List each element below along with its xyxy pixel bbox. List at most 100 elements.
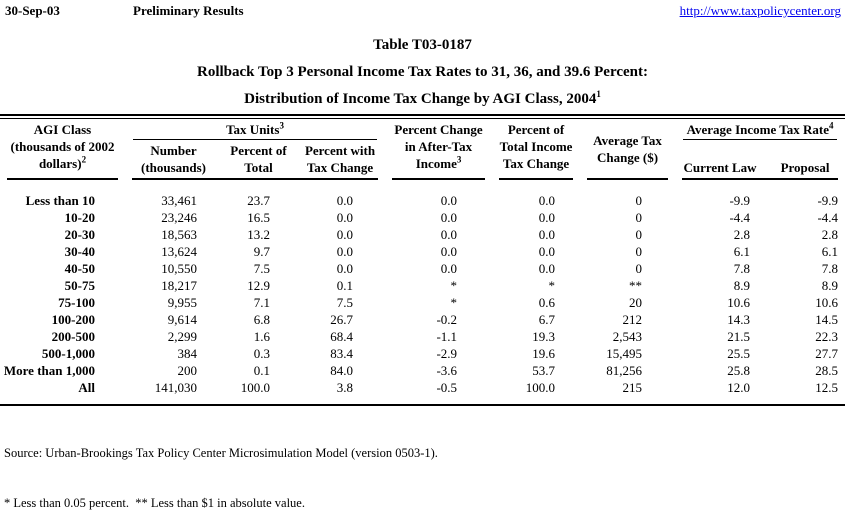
taxpolicycenter-link[interactable]: http://www.taxpolicycenter.org [679, 3, 841, 18]
cell-avg-change: 2,543 [612, 329, 643, 344]
cell-total-income: * [548, 278, 556, 293]
footnote-marker-1: 1 [596, 89, 601, 99]
cell-pct-with-change: 0.0 [336, 210, 354, 225]
cell-avg-change: ** [629, 278, 643, 293]
cell-after-tax: * [450, 278, 458, 293]
cell-pct-with-change: 3.8 [336, 380, 354, 395]
header-group-tax-units: Tax Units3 [125, 119, 385, 140]
cell-total-income: 0.6 [538, 295, 556, 310]
header-proposal: Proposal [780, 160, 830, 175]
table-row: More than 1,000 200 0.1 84.0 -3.6 53.7 81,256 2… [0, 362, 845, 379]
cell-total-income: 0.0 [538, 210, 556, 225]
header-pct-total-income-tax-change: Percent of Total Income Tax Change [499, 122, 573, 171]
cell-avg-change: 81,256 [606, 363, 643, 378]
cell-number: 384 [177, 346, 198, 361]
cell-pct-with-change: 84.0 [330, 363, 354, 378]
header-percent-with-tax-change: Percent with Tax Change [304, 143, 376, 175]
cell-agi: 75-100 [58, 295, 95, 310]
table-row: 40-50 10,550 7.5 0.0 0.0 0.0 0 7.8 7.8 [0, 260, 845, 277]
table-row: 75-100 9,955 7.1 7.5 * 0.6 20 10.6 10.6 [0, 294, 845, 311]
cell-current-law: 10.6 [727, 295, 751, 310]
cell-current-law: 6.1 [733, 244, 751, 259]
cell-agi: More than 1,000 [3, 363, 95, 378]
table-row: 200-500 2,299 1.6 68.4 -1.1 19.3 2,543 21.5 22.3 [0, 328, 845, 345]
cell-proposal: 6.1 [821, 244, 839, 259]
cell-pct-with-change: 68.4 [330, 329, 354, 344]
distribution-table: AGI Class (thousands of 2002 dollars)2 T… [0, 119, 845, 404]
footnote-marker-3: 3 [279, 120, 284, 131]
cell-number: 10,550 [161, 261, 197, 276]
cell-avg-change: 0 [635, 261, 643, 276]
cell-total-income: 100.0 [525, 380, 556, 395]
cell-after-tax: 0.0 [440, 261, 458, 276]
cell-proposal: 8.9 [821, 278, 839, 293]
cell-total-income: 19.3 [532, 329, 556, 344]
cell-proposal: 22.3 [815, 329, 839, 344]
cell-after-tax: -0.5 [436, 380, 458, 395]
header-bottom-rule [0, 178, 845, 180]
top-bar: 30-Sep-03 Preliminary Results http://www… [0, 0, 845, 20]
cell-proposal: 14.5 [815, 312, 839, 327]
cell-proposal: 2.8 [821, 227, 839, 242]
cell-agi: 200-500 [51, 329, 95, 344]
cell-pct-total: 7.5 [253, 261, 270, 276]
cell-number: 200 [177, 363, 198, 378]
cell-proposal: 28.5 [815, 363, 839, 378]
cell-pct-with-change: 0.0 [336, 227, 354, 242]
table-row: 500-1,000 384 0.3 83.4 -2.9 19.6 15,495 25.5 27.… [0, 345, 845, 362]
cell-avg-change: 0 [635, 227, 643, 242]
report-status: Preliminary Results [133, 3, 244, 18]
cell-number: 9,614 [167, 312, 197, 327]
cell-pct-with-change: 7.5 [336, 295, 354, 310]
cell-total-income: 0.0 [538, 227, 556, 242]
header-agi-class: AGI Class (thousands of 2002 dollars)2 [10, 122, 115, 171]
cell-after-tax: -0.2 [436, 312, 458, 327]
table-row: 30-40 13,624 9.7 0.0 0.0 0.0 0 6.1 6.1 [0, 243, 845, 260]
cell-pct-total: 13.2 [247, 227, 270, 242]
cell-agi: 20-30 [64, 227, 95, 242]
cell-total-income: 53.7 [532, 363, 556, 378]
table-row: 10-20 23,246 16.5 0.0 0.0 0.0 0 -4.4 -4.4 [0, 209, 845, 226]
cell-pct-total: 100.0 [240, 380, 270, 395]
table-row: Less than 10 33,461 23.7 0.0 0.0 0.0 0 -9.9 -9.9 [0, 180, 845, 209]
cell-avg-change: 20 [629, 295, 643, 310]
cell-current-law: 12.0 [727, 380, 751, 395]
cell-current-law: 25.8 [727, 363, 751, 378]
cell-avg-change: 0 [635, 193, 643, 208]
asterisk-note: * Less than 0.05 percent. ** Less than $… [4, 495, 305, 510]
cell-after-tax: 0.0 [440, 210, 458, 225]
cell-current-law: 7.8 [733, 261, 751, 276]
cell-number: 9,955 [167, 295, 197, 310]
cell-proposal: -9.9 [817, 193, 839, 208]
footnote-marker-2: 2 [81, 154, 87, 165]
cell-total-income: 6.7 [538, 312, 556, 327]
header-number-thousands: Number (thousands) [140, 143, 207, 175]
table-row: 50-75 18,217 12.9 0.1 * * ** 8.9 8.9 [0, 277, 845, 294]
footnotes: Source: Urban-Brookings Tax Policy Cente… [4, 412, 845, 529]
cell-agi: 500-1,000 [41, 346, 95, 361]
table-top-rule [0, 114, 845, 119]
cell-avg-change: 0 [635, 244, 643, 259]
report-date: 30-Sep-03 [5, 3, 60, 18]
table-subtitle: Distribution of Income Tax Change by AGI… [0, 90, 845, 108]
cell-avg-change: 15,495 [606, 346, 643, 361]
title-block: Table T03-0187 Rollback Top 3 Personal I… [0, 36, 845, 108]
table-body: Less than 10 33,461 23.7 0.0 0.0 0.0 0 -9.9 -9.9… [0, 180, 845, 404]
cell-pct-with-change: 0.1 [336, 278, 354, 293]
cell-proposal: 7.8 [821, 261, 839, 276]
table-row: 20-30 18,563 13.2 0.0 0.0 0.0 0 2.8 2.8 [0, 226, 845, 243]
table-subtitle-text: Distribution of Income Tax Change by AGI… [244, 91, 597, 107]
cell-current-law: -9.9 [729, 193, 751, 208]
header-current-law: Current Law [683, 160, 757, 175]
cell-pct-total: 0.1 [253, 363, 270, 378]
cell-total-income: 0.0 [538, 261, 556, 276]
header-pct-change-after-tax: Percent Change in After-Tax Income3 [394, 122, 483, 171]
cell-pct-total: 9.7 [253, 244, 270, 259]
footnote-marker-4: 4 [828, 120, 834, 131]
cell-pct-total: 16.5 [247, 210, 270, 225]
cell-agi: 100-200 [51, 312, 95, 327]
cell-pct-total: 6.8 [253, 312, 270, 327]
cell-after-tax: -3.6 [436, 363, 458, 378]
cell-after-tax: 0.0 [440, 193, 458, 208]
cell-after-tax: * [450, 295, 458, 310]
